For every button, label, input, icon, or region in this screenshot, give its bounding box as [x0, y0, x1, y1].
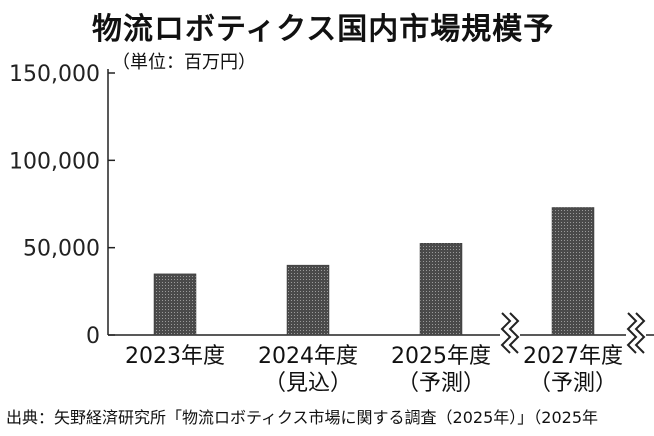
- y-tick-label: 150,000: [9, 62, 100, 87]
- axis-break-icon: [634, 312, 646, 354]
- axis-break-icon: [500, 312, 512, 354]
- x-category-label: 2027年度: [523, 344, 623, 369]
- x-category-label: 2025年度: [391, 344, 491, 369]
- x-category-label: 2024年度: [258, 344, 358, 369]
- bar-2: [286, 264, 330, 336]
- y-tick-label: 100,000: [9, 149, 100, 174]
- bar-3: [419, 243, 463, 336]
- x-category-label: 2023年度: [125, 344, 225, 369]
- x-category-sublabel: （予測）: [529, 371, 617, 396]
- chart-title: 物流ロボティクス国内市場規模予: [92, 12, 555, 47]
- source-note: 出典：矢野経済研究所「物流ロボティクス市場に関する調査（2025年）」（2025…: [6, 408, 598, 427]
- axis-break-icon: [508, 312, 520, 354]
- axis-break-icon: [626, 312, 638, 354]
- y-tick-label: 50,000: [23, 237, 100, 262]
- bar-1: [153, 273, 197, 336]
- bar-4: [551, 207, 595, 336]
- unit-label: （単位：百万円）: [112, 52, 256, 73]
- y-tick-label: 0: [86, 324, 100, 349]
- x-category-sublabel: （見込）: [264, 371, 352, 396]
- x-category-sublabel: （予測）: [397, 371, 485, 396]
